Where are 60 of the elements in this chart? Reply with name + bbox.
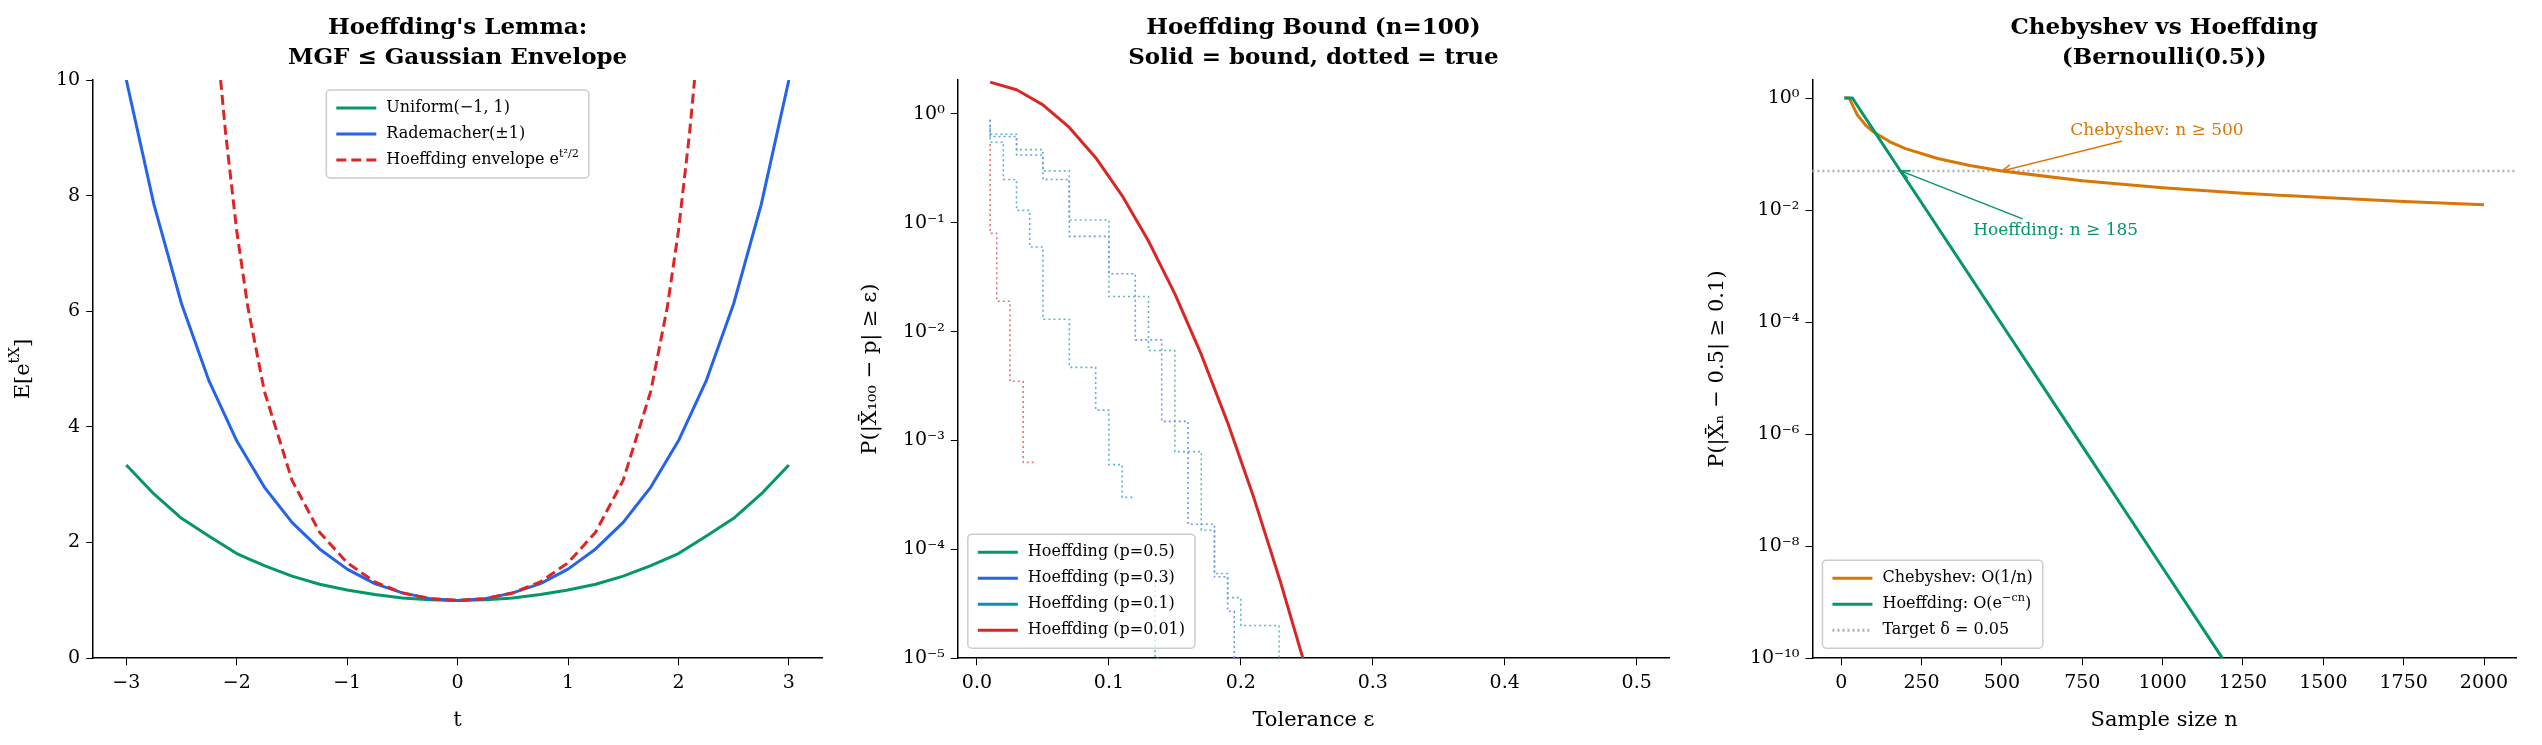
x-tick-label: 1250 xyxy=(2218,669,2268,692)
x-tick-label: 0 xyxy=(1835,669,1848,692)
x-tick-label: 1000 xyxy=(2138,669,2187,692)
legend-label: Rademacher(±1) xyxy=(386,123,526,143)
x-tick-label: 0 xyxy=(451,669,464,692)
y-tick-label: 8 xyxy=(68,182,81,205)
x-tick-label: 1750 xyxy=(2379,669,2428,692)
x-axis-title: Sample size n xyxy=(2090,706,2238,731)
y-axis-title: E[etX] xyxy=(5,338,35,400)
y-tick-label: 10 xyxy=(55,66,81,89)
y-axis-title: P(|X̄ₙ − 0.5| ≥ 0.1) xyxy=(1703,270,1730,468)
y-tick-label: 10⁻⁵ xyxy=(902,645,945,668)
legend-label: Hoeffding (p=0.3) xyxy=(1027,567,1175,587)
x-tick-label: 250 xyxy=(1903,669,1940,692)
chart-title: Chebyshev vs Hoeffding (Bernoulli(0.5)) xyxy=(2010,11,2318,69)
x-tick-label: 1500 xyxy=(2299,669,2348,692)
x-tick-label: 500 xyxy=(1983,669,2021,692)
x-tick-label: 2000 xyxy=(2459,669,2509,692)
y-tick-label: 10⁻² xyxy=(902,318,945,341)
y-tick-label: 2 xyxy=(68,529,81,552)
y-tick-label: 4 xyxy=(68,413,81,436)
x-axis-title: t xyxy=(453,706,463,731)
legend-label: Hoeffding (p=0.5) xyxy=(1027,541,1175,561)
y-tick-label: 10⁻² xyxy=(1757,197,1800,220)
y-tick-label: 10⁻⁸ xyxy=(1757,533,1800,556)
x-tick-label: 2 xyxy=(672,669,685,692)
y-tick-label: 10⁻⁴ xyxy=(1757,309,1800,332)
x-tick-label: 0.2 xyxy=(1225,669,1256,692)
legend-label: Hoeffding (p=0.1) xyxy=(1027,593,1175,613)
x-tick-label: −3 xyxy=(112,669,141,692)
line-series xyxy=(219,80,697,602)
y-tick-label: 6 xyxy=(68,298,81,321)
x-axis-title: Tolerance ε xyxy=(1252,706,1375,731)
y-tick-label: 10⁻⁶ xyxy=(1757,421,1800,444)
legend-label: Hoeffding (p=0.01) xyxy=(1027,619,1185,639)
x-tick-label: −2 xyxy=(222,669,251,692)
x-tick-label: 0.0 xyxy=(961,669,993,692)
legend-label: Target δ = 0.05 xyxy=(1882,619,2010,639)
x-tick-label: 0.4 xyxy=(1489,669,1520,692)
y-tick-label: 10⁰ xyxy=(913,100,946,123)
x-tick-label: −1 xyxy=(333,669,362,692)
y-axis-title: P(|X̄₁₀₀ − p| ≥ ε) xyxy=(856,283,883,455)
chart-title: Hoeffding's Lemma: MGF ≤ Gaussian Envelope xyxy=(287,11,628,69)
y-tick-label: 10⁰ xyxy=(1767,84,1800,107)
x-tick-label: 3 xyxy=(782,669,795,692)
y-tick-label: 10⁻¹⁰ xyxy=(1749,645,1800,668)
x-tick-label: 750 xyxy=(2064,669,2101,692)
x-tick-label: 1 xyxy=(561,669,575,692)
y-tick-label: 10⁻³ xyxy=(902,427,945,450)
y-tick-label: 10⁻⁴ xyxy=(902,536,946,559)
legend-label: Uniform(−1, 1) xyxy=(386,97,510,117)
y-tick-label: 0 xyxy=(68,645,81,668)
y-tick-label: 10⁻¹ xyxy=(902,209,945,232)
x-tick-label: 0.3 xyxy=(1357,669,1388,692)
legend-label: Chebyshev: O(1/n) xyxy=(1882,567,2033,587)
chart-title: Hoeffding Bound (n=100) Solid = bound, dotted = true xyxy=(1128,11,1499,69)
x-tick-label: 0.5 xyxy=(1621,669,1652,692)
annotation: Chebyshev: n ≥ 500 xyxy=(2070,119,2244,140)
x-tick-label: 0.1 xyxy=(1093,669,1125,692)
annotation: Hoeffding: n ≥ 185 xyxy=(1973,219,2139,240)
